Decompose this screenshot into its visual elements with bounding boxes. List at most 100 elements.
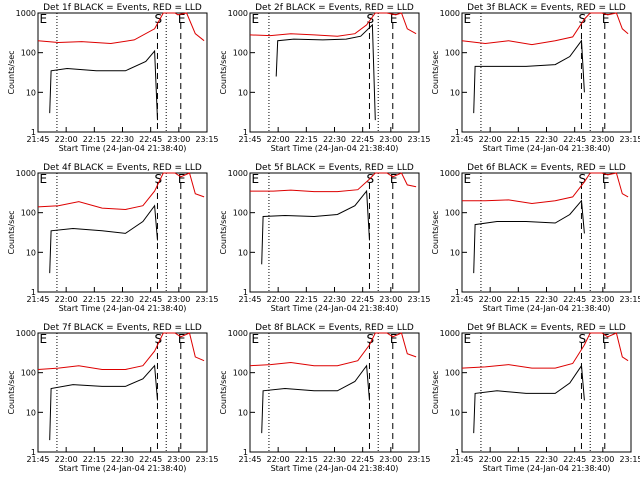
x-tick-label: 23:00: [379, 455, 402, 464]
x-tick-label: 22:30: [323, 295, 346, 304]
x-tick-label: 22:30: [323, 135, 346, 144]
x-tick-label: 22:15: [83, 135, 106, 144]
event-marker: S: [155, 332, 163, 346]
x-tick-label: 23:00: [591, 295, 614, 304]
y-tick-label: 1000: [440, 9, 460, 18]
y-tick-label: 100: [21, 49, 36, 58]
x-axis-label: Start Time (24-Jan-04 21:38:40): [59, 144, 187, 153]
panel-title: Det 2f BLACK = Events, RED = LLD: [255, 3, 414, 13]
x-tick-label: 23:15: [407, 295, 430, 304]
x-axis-label: Start Time (24-Jan-04 21:38:40): [271, 464, 399, 473]
x-tick-label: 22:30: [535, 295, 558, 304]
y-axis-label: Counts/sec: [431, 370, 440, 414]
x-tick-label: 21:45: [238, 455, 261, 464]
x-tick-label: 21:45: [238, 295, 261, 304]
event-marker: S: [579, 12, 587, 26]
x-tick-label: 22:45: [139, 455, 162, 464]
x-tick-label: 23:15: [407, 135, 430, 144]
x-tick-label: 23:00: [167, 455, 190, 464]
plot-frame: [461, 332, 632, 453]
plot-frame: [461, 172, 632, 293]
x-tick-label: 22:15: [295, 455, 318, 464]
y-tick-label: 10: [26, 88, 36, 97]
plot-frame: [249, 332, 420, 453]
event-marker: E: [390, 12, 398, 26]
x-tick-label: 21:45: [450, 135, 473, 144]
lld-series-line: [462, 172, 629, 205]
x-tick-label: 21:45: [238, 135, 261, 144]
y-tick-label: 100: [21, 209, 36, 218]
event-marker: E: [39, 332, 47, 346]
y-axis-label: Counts/sec: [431, 210, 440, 254]
x-tick-label: 22:30: [111, 455, 134, 464]
event-marker: E: [251, 12, 259, 26]
x-tick-label: 22:45: [139, 135, 162, 144]
lld-series-line: [37, 332, 205, 370]
detector-panel: Det 6f BLACK = Events, RED = LLD 1 10 100 10…: [431, 163, 640, 313]
panel-title: Det 4f BLACK = Events, RED = LLD: [43, 163, 202, 173]
plot-frame: [37, 332, 208, 453]
event-marker: E: [39, 12, 47, 26]
y-tick-label: 1: [243, 128, 248, 137]
events-series-line: [275, 23, 376, 121]
y-tick-label: 1: [455, 448, 460, 457]
x-tick-label: 22:15: [507, 135, 530, 144]
y-tick-label: 1000: [16, 9, 36, 18]
x-tick-label: 23:15: [619, 295, 640, 304]
event-marker: E: [602, 332, 610, 346]
x-tick-label: 23:00: [167, 135, 190, 144]
y-tick-label: 10: [238, 248, 248, 257]
detector-panel: Det 5f BLACK = Events, RED = LLD 1 10 100 10…: [219, 163, 431, 313]
events-series-line: [261, 189, 370, 265]
x-tick-label: 22:30: [323, 455, 346, 464]
plot-frame: [37, 172, 208, 293]
x-tick-label: 22:45: [351, 135, 374, 144]
x-tick-label: 22:00: [267, 135, 290, 144]
y-tick-label: 1: [243, 448, 248, 457]
x-tick-label: 23:00: [379, 135, 402, 144]
panel-title: Det 3f BLACK = Events, RED = LLD: [467, 3, 626, 13]
event-marker: S: [579, 332, 587, 346]
x-tick-label: 22:30: [535, 135, 558, 144]
event-marker: E: [251, 332, 259, 346]
x-axis-label: Start Time (24-Jan-04 21:38:40): [59, 464, 187, 473]
x-tick-label: 22:45: [351, 295, 374, 304]
x-tick-label: 22:30: [535, 455, 558, 464]
y-tick-label: 10: [26, 248, 36, 257]
detector-panel: Det 3f BLACK = Events, RED = LLD 1 10 100 10…: [431, 3, 640, 153]
x-tick-label: 22:00: [267, 455, 290, 464]
x-tick-label: 23:15: [195, 295, 218, 304]
x-tick-label: 22:00: [55, 455, 78, 464]
y-tick-label: 10: [450, 248, 460, 257]
event-marker: E: [178, 12, 186, 26]
event-marker: E: [463, 172, 471, 186]
y-tick-label: 1000: [440, 329, 460, 338]
y-tick-label: 1: [31, 128, 36, 137]
plot-frame: [461, 12, 632, 133]
x-tick-label: 22:00: [479, 455, 502, 464]
x-tick-label: 22:00: [479, 135, 502, 144]
detector-panel: Det 1f BLACK = Events, RED = LLD 1 10 100 10…: [7, 3, 219, 153]
x-tick-label: 22:15: [295, 295, 318, 304]
y-tick-label: 1000: [440, 169, 460, 178]
x-tick-label: 22:45: [563, 135, 586, 144]
x-tick-label: 22:15: [295, 135, 318, 144]
y-tick-label: 1: [455, 288, 460, 297]
y-tick-label: 1000: [228, 9, 248, 18]
y-axis-label: Counts/sec: [7, 370, 16, 414]
y-axis-label: Counts/sec: [219, 370, 228, 414]
x-tick-label: 22:45: [351, 455, 374, 464]
y-tick-label: 1000: [16, 169, 36, 178]
y-tick-label: 100: [21, 369, 36, 378]
x-tick-label: 23:00: [591, 135, 614, 144]
detector-panel: Det 7f BLACK = Events, RED = LLD 1 10 100 10…: [7, 323, 219, 473]
y-tick-label: 1: [455, 128, 460, 137]
x-tick-label: 23:00: [591, 455, 614, 464]
x-tick-label: 22:30: [111, 295, 134, 304]
x-tick-label: 22:30: [111, 135, 134, 144]
x-tick-label: 23:15: [619, 455, 640, 464]
x-tick-label: 21:45: [26, 455, 49, 464]
x-axis-label: Start Time (24-Jan-04 21:38:40): [483, 144, 611, 153]
events-series-line: [49, 49, 158, 121]
